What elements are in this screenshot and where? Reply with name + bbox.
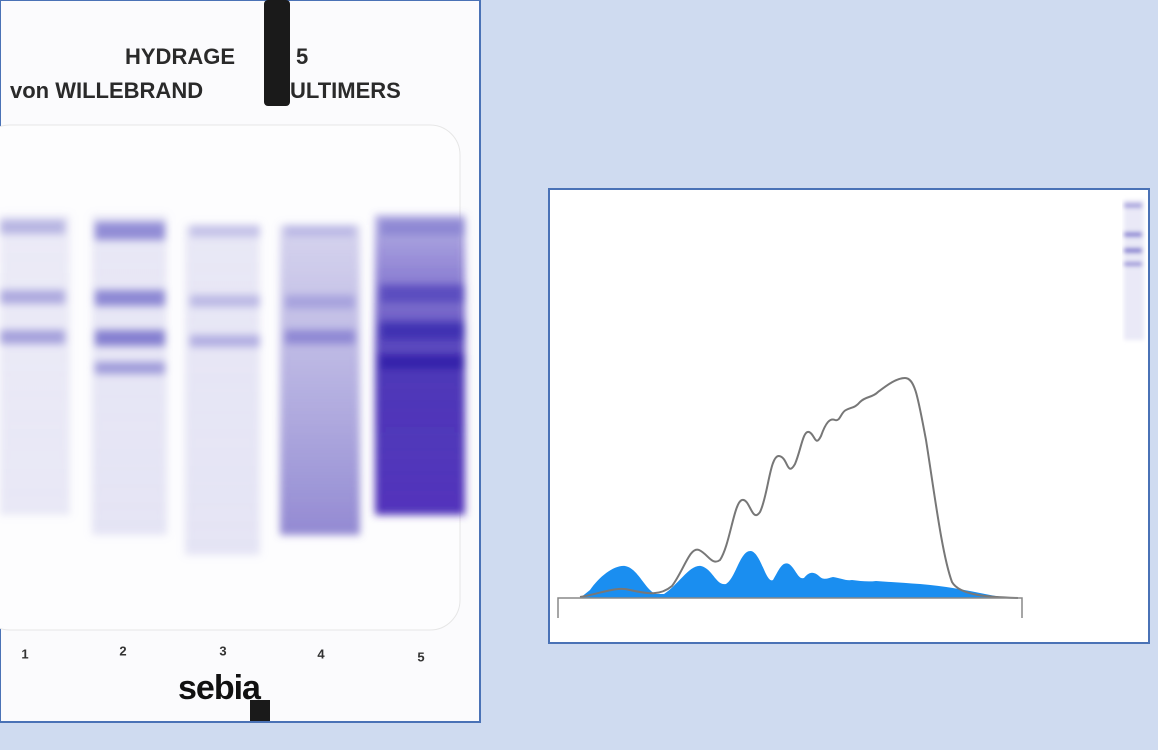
lane-label: 5: [417, 649, 424, 664]
gel-title: von WILLEBRAND: [10, 78, 203, 103]
brand: sebia: [178, 669, 262, 707]
trace-background: [549, 189, 1149, 643]
gel-title: ULTIMERS: [290, 78, 401, 103]
lane-label: 1: [21, 646, 28, 661]
slide: HYDRAGE 5 von WILLEBRAND ULTIMERS 1 2 3 …: [0, 0, 1158, 750]
marker-bar: [250, 700, 270, 721]
gel-title: 5: [296, 44, 308, 69]
gel-title: HYDRAGE: [125, 44, 235, 69]
lane-label: 2: [119, 643, 126, 658]
marker-bar: [264, 0, 290, 106]
trace-panel: [549, 189, 1149, 643]
gel-panel: HYDRAGE 5 von WILLEBRAND ULTIMERS 1 2 3 …: [0, 0, 480, 722]
thumbnail-lane: [1124, 200, 1144, 340]
lane-label: 4: [317, 646, 325, 661]
gel-bands: [0, 215, 465, 555]
lane-label: 3: [219, 643, 226, 658]
